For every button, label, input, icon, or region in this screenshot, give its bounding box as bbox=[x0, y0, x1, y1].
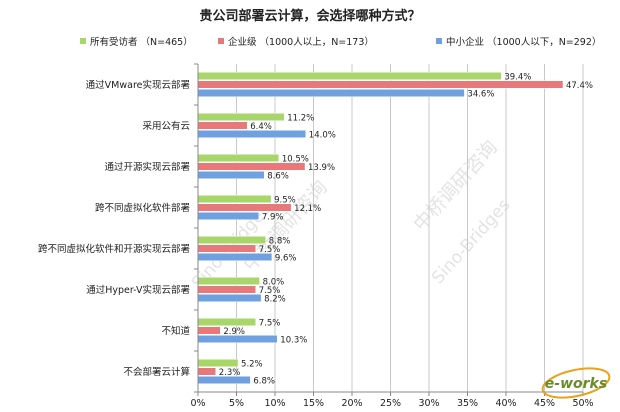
bar-label-5-1: 7.5% bbox=[259, 286, 281, 296]
axis-layer: 0% 5% 10% 15% 20% 25% 30% 35% 40% 45% 50% 通过VMware实… bbox=[38, 63, 594, 409]
category-label-2: 通过开源实现云部署 bbox=[104, 161, 190, 173]
x-tick-label-1: 5% bbox=[229, 398, 244, 408]
legend-swatch-2 bbox=[436, 38, 442, 44]
bar-label-5-0: 8.0% bbox=[263, 277, 285, 287]
bar-label-0-1: 47.4% bbox=[566, 81, 593, 91]
bar-label-5-2: 8.2% bbox=[264, 294, 286, 304]
bar-7-1 bbox=[197, 367, 216, 376]
legend-label-0: 所有受访者 （N=465） bbox=[90, 36, 193, 48]
bar-label-7-1: 2.3% bbox=[219, 368, 241, 378]
bar-label-6-2: 10.3% bbox=[280, 335, 307, 345]
legend-label-2: 中小企业 （1000人以下，N=292） bbox=[446, 36, 601, 48]
bar-4-1 bbox=[197, 244, 256, 253]
bar-5-1 bbox=[197, 285, 256, 294]
bar-5-2 bbox=[197, 294, 262, 302]
category-label-0: 通过VMware实现云部署 bbox=[86, 79, 190, 91]
bar-label-3-2: 7.9% bbox=[262, 212, 284, 222]
legend-swatch-1 bbox=[218, 38, 224, 44]
legend-label-1: 企业级 （1000人以上，N=173） bbox=[228, 36, 374, 48]
bar-label-0-0: 39.4% bbox=[504, 72, 531, 82]
bar-4-2 bbox=[197, 253, 273, 261]
bar-6-0 bbox=[197, 318, 256, 326]
x-tick-label-3: 15% bbox=[303, 398, 324, 408]
bar-label-3-0: 9.5% bbox=[274, 195, 296, 205]
bar-label-2-2: 8.6% bbox=[267, 171, 289, 181]
bar-4-0 bbox=[197, 236, 267, 244]
bar-2-0 bbox=[197, 154, 280, 162]
bar-6-2 bbox=[197, 335, 278, 343]
bar-2-1 bbox=[197, 162, 306, 171]
x-tick-label-2: 10% bbox=[264, 398, 285, 408]
bar-label-4-2: 9.6% bbox=[275, 253, 297, 263]
bar-5-0 bbox=[197, 277, 260, 285]
bar-1-1 bbox=[197, 121, 248, 130]
bar-label-6-1: 2.9% bbox=[223, 327, 245, 337]
bar-3-1 bbox=[197, 203, 292, 212]
bar-label-3-1: 12.1% bbox=[294, 204, 321, 214]
bar-label-1-1: 6.4% bbox=[250, 122, 272, 132]
x-tick-label-9: 45% bbox=[534, 398, 555, 408]
category-label-1: 采用公有云 bbox=[142, 120, 190, 132]
x-tick-label-7: 35% bbox=[457, 398, 478, 408]
bar-2-2 bbox=[197, 171, 265, 179]
bar-3-0 bbox=[197, 195, 272, 203]
bars-layer: 39.4% 47.4% 34.6% 11.2% 6.4% 14.0% 10.5%13.9% 8… bbox=[197, 72, 593, 386]
bar-label-1-0: 11.2% bbox=[287, 113, 314, 123]
x-tick-label-4: 20% bbox=[341, 398, 362, 408]
bar-1-0 bbox=[197, 113, 285, 121]
chart-title: 贵公司部署云计算，会选择哪种方式？ bbox=[199, 8, 420, 24]
bar-label-6-0: 7.5% bbox=[259, 318, 281, 328]
bar-label-7-0: 5.2% bbox=[241, 359, 263, 369]
x-tick-label-6: 30% bbox=[418, 398, 439, 408]
category-label-5: 通过Hyper-V实现云部署 bbox=[86, 284, 190, 296]
legend-swatch-0 bbox=[80, 38, 86, 44]
bar-0-2 bbox=[197, 89, 465, 97]
logo-text: e-works bbox=[545, 376, 607, 392]
logo-swoosh bbox=[541, 367, 611, 399]
category-label-4: 跨不同虚拟化软件和开源实现云部署 bbox=[38, 243, 190, 255]
x-tick-label-0: 0% bbox=[190, 398, 205, 408]
category-label-7: 不会部署云计算 bbox=[123, 366, 190, 378]
bar-0-1 bbox=[197, 80, 564, 89]
x-tick-label-10: 50% bbox=[572, 398, 593, 408]
bar-label-4-0: 8.8% bbox=[269, 236, 291, 246]
bar-3-2 bbox=[197, 212, 260, 220]
category-label-6: 不知道 bbox=[161, 325, 190, 337]
legend: 所有受访者 （N=465） 企业级 （1000人以上，N=173） 中小企业 （10… bbox=[80, 36, 601, 48]
bar-label-0-2: 34.6% bbox=[467, 89, 494, 99]
category-label-3: 跨不同虚拟化软件部署 bbox=[95, 202, 190, 214]
bar-label-2-1: 13.9% bbox=[308, 163, 335, 173]
x-tick-label-8: 40% bbox=[495, 398, 516, 408]
x-tick-label-5: 25% bbox=[380, 398, 401, 408]
bar-7-0 bbox=[197, 359, 239, 367]
bar-label-1-2: 14.0% bbox=[309, 130, 336, 140]
bar-label-2-0: 10.5% bbox=[282, 154, 309, 164]
bar-0-0 bbox=[197, 72, 502, 80]
bar-label-4-1: 7.5% bbox=[259, 245, 281, 255]
bar-label-7-2: 6.8% bbox=[253, 376, 275, 386]
bar-1-2 bbox=[197, 130, 307, 138]
bar-7-2 bbox=[197, 376, 251, 384]
bar-6-1 bbox=[197, 326, 221, 335]
logo-layer: e-works bbox=[541, 367, 611, 399]
